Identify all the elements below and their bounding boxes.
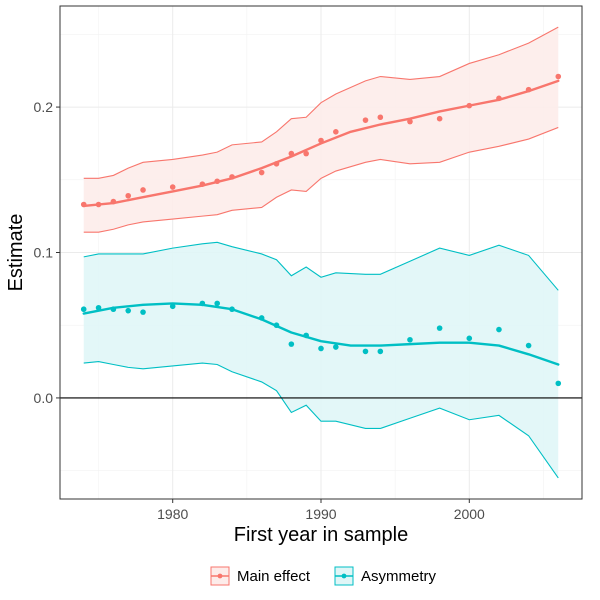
main-effect-data-point: [288, 150, 295, 157]
asymmetry-data-point: [273, 322, 280, 329]
asymmetry-lower-bound-line: [83, 361, 559, 479]
main-effect-data-point: [333, 128, 339, 135]
main-effect-data-point: [258, 169, 265, 176]
data-points: [80, 73, 562, 387]
asymmetry-data-point: [466, 335, 473, 342]
main-effect-lower-bound-line: [83, 126, 559, 233]
main-effect-confidence-band: [83, 27, 559, 233]
asymmetry-data-point: [436, 325, 443, 331]
main-effect-data-point: [80, 201, 87, 208]
asymmetry-data-point: [288, 341, 295, 347]
asymmetry-data-point: [199, 300, 206, 307]
x-axis-ticks: 1980 1990 2000: [157, 499, 485, 522]
main-effect-data-point: [140, 187, 146, 193]
x-tick-label: 1980: [157, 506, 188, 522]
main-effect-data-point: [318, 137, 324, 144]
asymmetry-data-point: [125, 307, 132, 314]
asymmetry-data-point: [95, 304, 102, 311]
main-effect-data-point: [525, 86, 532, 93]
asymmetry-upper-bound-line: [83, 241, 559, 291]
legend-label: Asymmetry: [361, 568, 437, 585]
asymmetry-data-point: [377, 348, 384, 355]
legend-key-point: [341, 573, 347, 579]
asymmetry-data-point: [525, 342, 532, 349]
main-effect-fit-line: [82, 79, 560, 208]
main-effect-data-point: [214, 178, 220, 185]
y-axis-ticks: 0.0 0.1 0.2: [34, 99, 60, 406]
legend-item-asymmetry: Asymmetry: [334, 566, 437, 586]
asymmetry-data-point: [140, 309, 146, 315]
main-effect-data-point: [555, 73, 562, 80]
main-effect-data-point: [110, 198, 117, 205]
y-tick-label: 0.0: [34, 390, 54, 406]
asymmetry-data-point: [229, 306, 235, 313]
legend-label: Main effect: [237, 568, 311, 585]
x-axis-title: First year in sample: [234, 524, 409, 546]
asymmetry-data-point: [318, 345, 324, 352]
main-effect-data-point: [362, 117, 369, 123]
main-effect-data-point: [496, 95, 502, 102]
main-effect-data-point: [377, 114, 384, 121]
asymmetry-data-point: [110, 306, 117, 313]
asymmetry-data-point: [333, 344, 339, 350]
y-tick-label: 0.1: [34, 245, 54, 261]
main-effect-data-point: [273, 160, 280, 167]
asymmetry-data-point: [169, 303, 176, 310]
y-tick-label: 0.2: [34, 99, 54, 115]
main-effect-data-point: [466, 102, 473, 109]
legend-key-point: [217, 573, 223, 579]
fit-lines: [82, 79, 560, 366]
legend-item-main-effect: Main effect: [210, 566, 311, 586]
asymmetry-data-point: [258, 315, 265, 321]
asymmetry-data-point: [303, 332, 309, 339]
asymmetry-data-point: [407, 336, 413, 343]
asymmetry-data-point: [214, 300, 220, 307]
asymmetry-data-point: [362, 348, 369, 355]
main-effect-data-point: [407, 118, 413, 125]
legend: Main effect Asymmetry: [210, 566, 437, 586]
main-effect-data-point: [303, 150, 309, 157]
asymmetry-data-point: [80, 306, 87, 313]
main-effect-data-point: [169, 184, 176, 190]
main-effect-data-point: [229, 174, 235, 180]
y-axis-title: Estimate: [5, 214, 27, 292]
main-effect-data-point: [199, 181, 206, 187]
x-tick-label: 2000: [454, 506, 485, 522]
asymmetry-data-point: [555, 380, 562, 387]
asymmetry-data-point: [496, 326, 502, 333]
main-effect-data-point: [95, 201, 102, 208]
main-effect-data-point: [436, 115, 443, 122]
main-effect-upper-bound-line: [83, 26, 559, 179]
main-effect-data-point: [125, 192, 132, 199]
asymmetry-fit-line: [82, 302, 560, 366]
x-tick-label: 1990: [305, 506, 336, 522]
